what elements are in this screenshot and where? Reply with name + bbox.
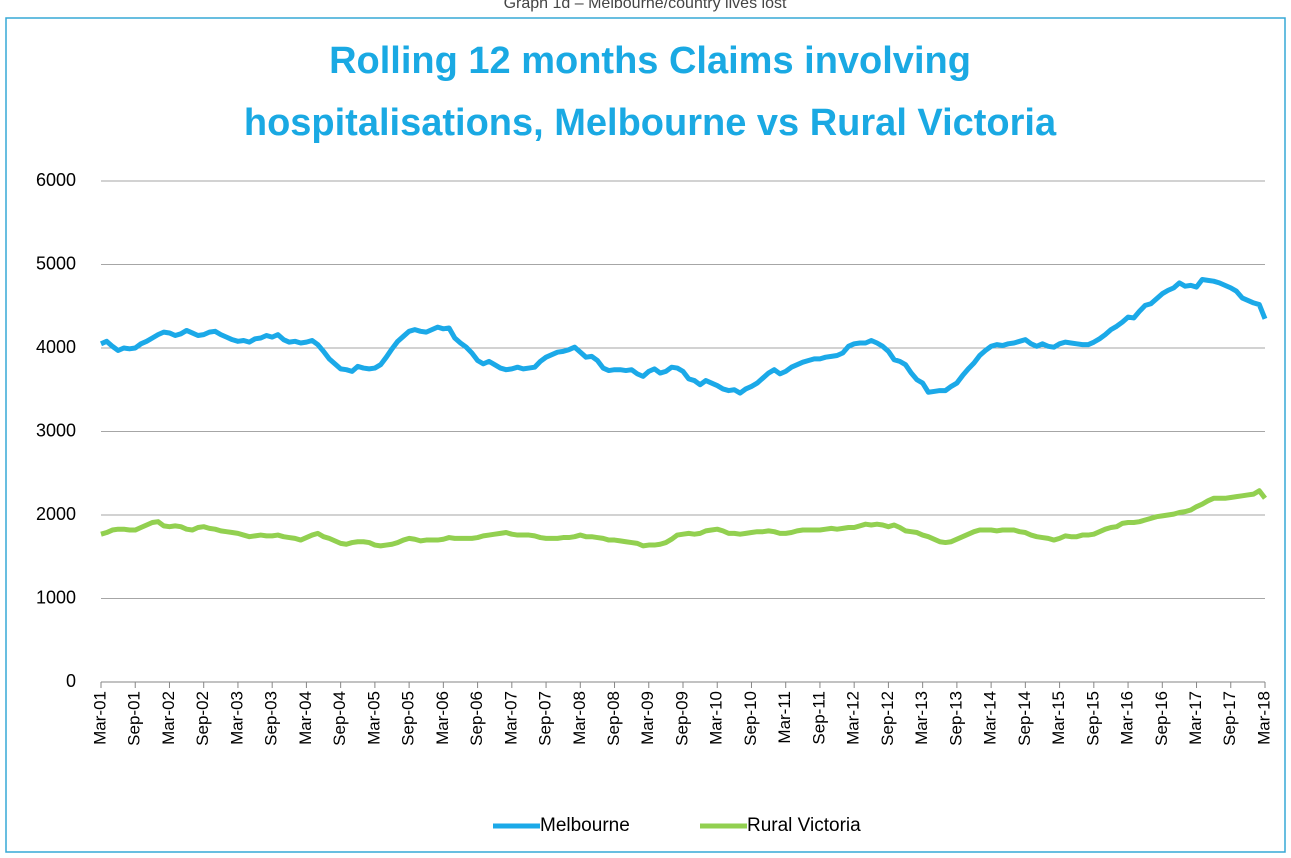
caption: Graph 1d – Melbourne/country lives lost (504, 0, 787, 12)
x-tick-label: Mar-06 (433, 691, 452, 745)
x-tick-label: Sep-17 (1220, 691, 1239, 746)
y-tick-label: 4000 (36, 337, 76, 357)
y-tick-label: 1000 (36, 587, 76, 607)
x-tick-label: Sep-06 (467, 691, 486, 746)
x-tick-label: Mar-18 (1254, 691, 1273, 745)
y-tick-label: 5000 (36, 253, 76, 273)
x-tick-label: Sep-15 (1083, 691, 1102, 746)
x-tick-label: Mar-03 (227, 691, 246, 745)
x-tick-label: Sep-11 (809, 691, 828, 745)
x-tick-label: Mar-04 (296, 691, 315, 745)
x-tick-label: Mar-02 (159, 691, 178, 745)
y-tick-label: 0 (66, 671, 76, 691)
x-tick-label: Sep-14 (1015, 691, 1034, 746)
x-tick-label: Sep-05 (399, 691, 418, 746)
chart-title: Rolling 12 months Claims involving (329, 40, 971, 82)
x-tick-label: Sep-13 (946, 691, 965, 746)
x-tick-label: Sep-03 (262, 691, 281, 746)
x-tick-label: Mar-11 (775, 691, 794, 744)
x-tick-label: Mar-10 (707, 691, 726, 745)
y-tick-label: 3000 (36, 420, 76, 440)
x-tick-label: Mar-09 (638, 691, 657, 745)
legend-label: Melbourne (540, 815, 630, 836)
line-series (99, 277, 1268, 396)
x-tick-label: Sep-08 (604, 691, 623, 746)
x-tick-label: Mar-01 (90, 691, 109, 745)
x-tick-label: Sep-07 (536, 691, 555, 746)
x-tick-label: Sep-04 (330, 691, 349, 746)
x-tick-label: Sep-01 (125, 691, 144, 746)
chart-title: hospitalisations, Melbourne vs Rural Vic… (244, 102, 1057, 144)
chart-frame (5, 17, 1286, 853)
x-tick-label: Mar-13 (912, 691, 931, 745)
x-tick-label: Mar-05 (364, 691, 383, 745)
x-tick-label: Sep-09 (672, 691, 691, 746)
x-tick-label: Mar-08 (570, 691, 589, 745)
x-tick-label: Mar-17 (1186, 691, 1205, 745)
y-tick-label: 2000 (36, 504, 76, 524)
x-tick-label: Sep-10 (741, 691, 760, 746)
x-tick-label: Sep-02 (193, 691, 212, 746)
x-tick-label: Sep-16 (1152, 691, 1171, 746)
x-tick-label: Mar-16 (1118, 691, 1137, 745)
x-tick-label: Mar-07 (501, 691, 520, 745)
x-tick-label: Mar-12 (844, 691, 863, 745)
y-tick-label: 6000 (36, 170, 76, 190)
x-tick-label: Mar-14 (981, 691, 1000, 745)
legend-label: Rural Victoria (747, 815, 861, 836)
x-tick-label: Sep-12 (878, 691, 897, 746)
x-tick-label: Mar-15 (1049, 691, 1068, 745)
line-series (100, 488, 1267, 549)
